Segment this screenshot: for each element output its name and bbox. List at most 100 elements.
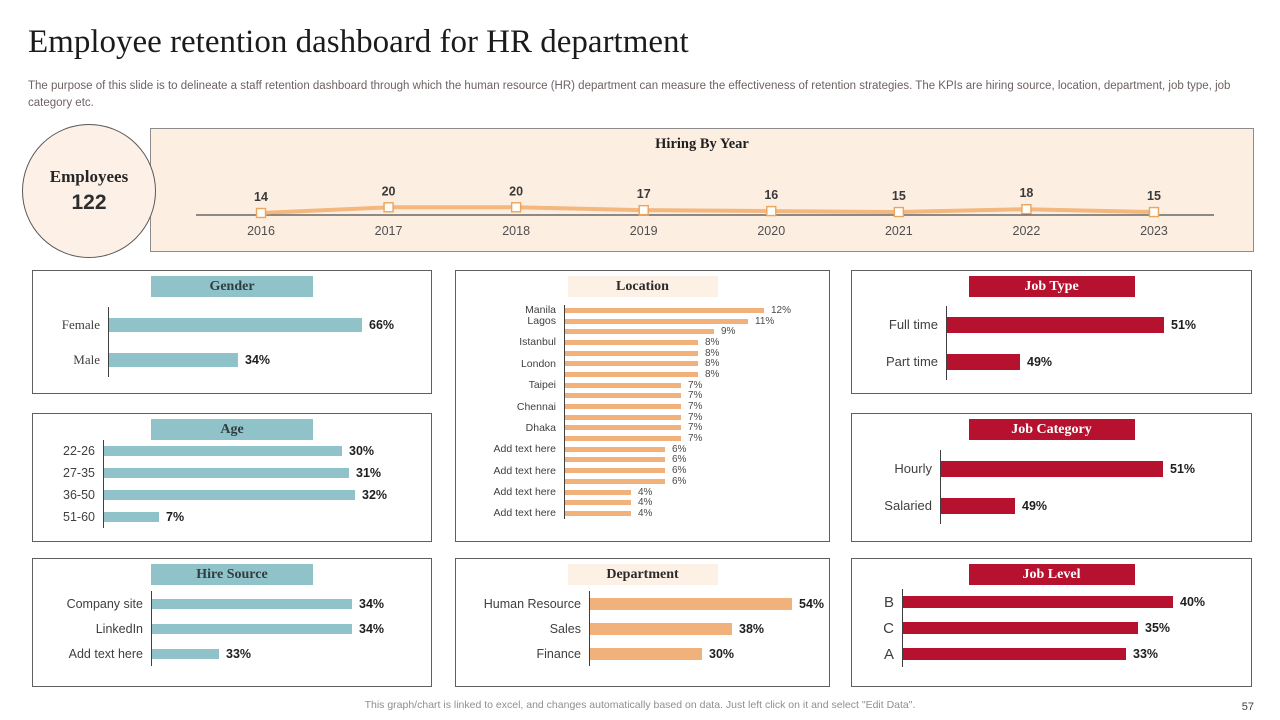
bar[interactable]: [590, 597, 792, 610]
bar[interactable]: [104, 468, 349, 478]
bar[interactable]: [565, 446, 665, 452]
bar-zone: 7%: [564, 412, 823, 423]
gender-bar-chart[interactable]: Female 66% Male 34%: [45, 307, 425, 377]
hire-source-bar-chart[interactable]: Company site 34% LinkedIn 34% Add text here 3…: [45, 591, 425, 666]
job-category-chart-panel[interactable]: Job Category Hourly 51% Salaried 49%: [851, 413, 1252, 542]
bar[interactable]: [565, 307, 764, 313]
bar[interactable]: [903, 596, 1173, 608]
bar-zone: 34%: [108, 342, 425, 377]
bar[interactable]: [941, 460, 1163, 477]
data-point-marker[interactable]: [255, 207, 267, 219]
data-point-marker[interactable]: [893, 206, 905, 218]
hire-source-chart-panel[interactable]: Hire Source Company site 34% LinkedIn 34% Ad…: [32, 558, 432, 687]
value-label: 66%: [369, 317, 395, 332]
department-chart-panel[interactable]: Department Human Resource 54% Sales 38% Fina…: [455, 558, 830, 687]
data-point-marker[interactable]: [638, 204, 649, 216]
bar[interactable]: [109, 352, 238, 367]
bar[interactable]: [947, 353, 1020, 370]
bar-row: 36-50 32%: [45, 484, 425, 506]
value-label: 8%: [705, 347, 720, 359]
bar[interactable]: [565, 382, 681, 388]
data-point-marker[interactable]: [383, 202, 394, 213]
data-point-marker[interactable]: [510, 202, 522, 213]
x-tick-label: 2019: [630, 224, 658, 238]
bar-row: Manila 12%: [468, 304, 823, 316]
bar[interactable]: [947, 316, 1164, 333]
data-point-marker[interactable]: [1148, 206, 1160, 218]
bar[interactable]: [903, 648, 1126, 660]
location-chart-panel[interactable]: Location Manila 12% Lagos 11% 9% Istanbul 8% 8%…: [455, 270, 830, 542]
category-label: London: [520, 357, 556, 370]
bar-zone: 34%: [151, 616, 425, 641]
hiring-by-year-panel[interactable]: Hiring By Year 14 2016 20 2017 20 2018 17 2019 1…: [150, 128, 1254, 252]
hiring-by-year-chart[interactable]: 14 2016 20 2017 20 2018 17 2019 16 2020 15 2021 18 20…: [151, 129, 1253, 251]
bar[interactable]: [565, 436, 681, 442]
category-label: Dhaka: [525, 421, 556, 434]
bar-row: Taipei 7%: [468, 379, 823, 391]
bar[interactable]: [565, 500, 631, 506]
bar-zone: 11%: [564, 316, 823, 327]
bar[interactable]: [565, 478, 665, 484]
bar[interactable]: [565, 510, 631, 516]
bar[interactable]: [109, 317, 362, 332]
job-level-chart-header: Job Level: [968, 564, 1135, 585]
age-chart-panel[interactable]: Age 22-26 30% 27-35 31% 36-50 32% 51-60 7%: [32, 413, 432, 542]
bar[interactable]: [565, 350, 698, 356]
job-level-chart-panel[interactable]: Job Level B 40% C 35% A 33%: [851, 558, 1252, 687]
bar[interactable]: [565, 329, 714, 335]
value-label: 7%: [688, 411, 703, 423]
bar-row: Female 66%: [45, 307, 425, 342]
bar-zone: 31%: [103, 462, 425, 484]
bar-zone: 6%: [564, 454, 823, 465]
department-bar-chart[interactable]: Human Resource 54% Sales 38% Finance 30%: [468, 591, 824, 666]
bar[interactable]: [152, 623, 352, 634]
value-label: 51%: [1170, 461, 1196, 476]
category-label: Add text here: [493, 464, 556, 477]
category-label: Salaried: [884, 498, 932, 513]
data-point-value: 16: [764, 188, 778, 202]
bar[interactable]: [152, 648, 219, 659]
bar-zone: 9%: [564, 326, 823, 337]
bar[interactable]: [565, 457, 665, 463]
bar[interactable]: [590, 622, 732, 635]
bar[interactable]: [565, 425, 681, 431]
gender-chart-panel[interactable]: Gender Female 66% Male 34%: [32, 270, 432, 394]
value-label: 4%: [638, 497, 653, 509]
bar-row: Istanbul 8%: [468, 336, 823, 348]
bar-zone: 49%: [946, 343, 1245, 380]
bar[interactable]: [104, 490, 355, 500]
value-label: 32%: [362, 488, 388, 502]
hiring-by-year-title: Hiring By Year: [655, 136, 749, 152]
x-tick-label: 2016: [247, 224, 275, 238]
bar[interactable]: [565, 393, 681, 399]
bar[interactable]: [565, 361, 698, 367]
data-point-marker[interactable]: [766, 205, 777, 217]
location-bar-chart[interactable]: Manila 12% Lagos 11% 9% Istanbul 8% 8% London 8% 8…: [468, 304, 823, 519]
hire-source-chart-header: Hire Source: [151, 564, 313, 585]
employees-badge[interactable]: Employees 122: [22, 124, 156, 258]
bar[interactable]: [565, 404, 681, 410]
job-type-chart-panel[interactable]: Job Type Full time 51% Part time 49%: [851, 270, 1252, 394]
bar[interactable]: [565, 489, 631, 495]
bar[interactable]: [565, 318, 748, 324]
bar[interactable]: [590, 647, 702, 660]
bar-row: 27-35 31%: [45, 462, 425, 484]
bar[interactable]: [565, 414, 681, 420]
job-type-bar-chart[interactable]: Full time 51% Part time 49%: [864, 306, 1245, 380]
bar[interactable]: [903, 622, 1138, 634]
bar[interactable]: [152, 598, 352, 609]
category-label: LinkedIn: [95, 621, 143, 636]
bar[interactable]: [941, 497, 1015, 514]
bar[interactable]: [565, 339, 698, 345]
bar[interactable]: [565, 371, 698, 377]
bar[interactable]: [565, 468, 665, 474]
data-point-marker[interactable]: [1021, 203, 1032, 215]
age-bar-chart[interactable]: 22-26 30% 27-35 31% 36-50 32% 51-60 7%: [45, 440, 425, 528]
bar[interactable]: [104, 512, 159, 522]
job-category-bar-chart[interactable]: Hourly 51% Salaried 49%: [864, 450, 1245, 524]
bar-zone: 51%: [946, 306, 1245, 343]
job-level-bar-chart[interactable]: B 40% C 35% A 33%: [864, 589, 1245, 667]
x-tick-label: 2022: [1013, 224, 1041, 238]
bar[interactable]: [104, 446, 342, 456]
bar-zone: 7%: [564, 433, 823, 444]
